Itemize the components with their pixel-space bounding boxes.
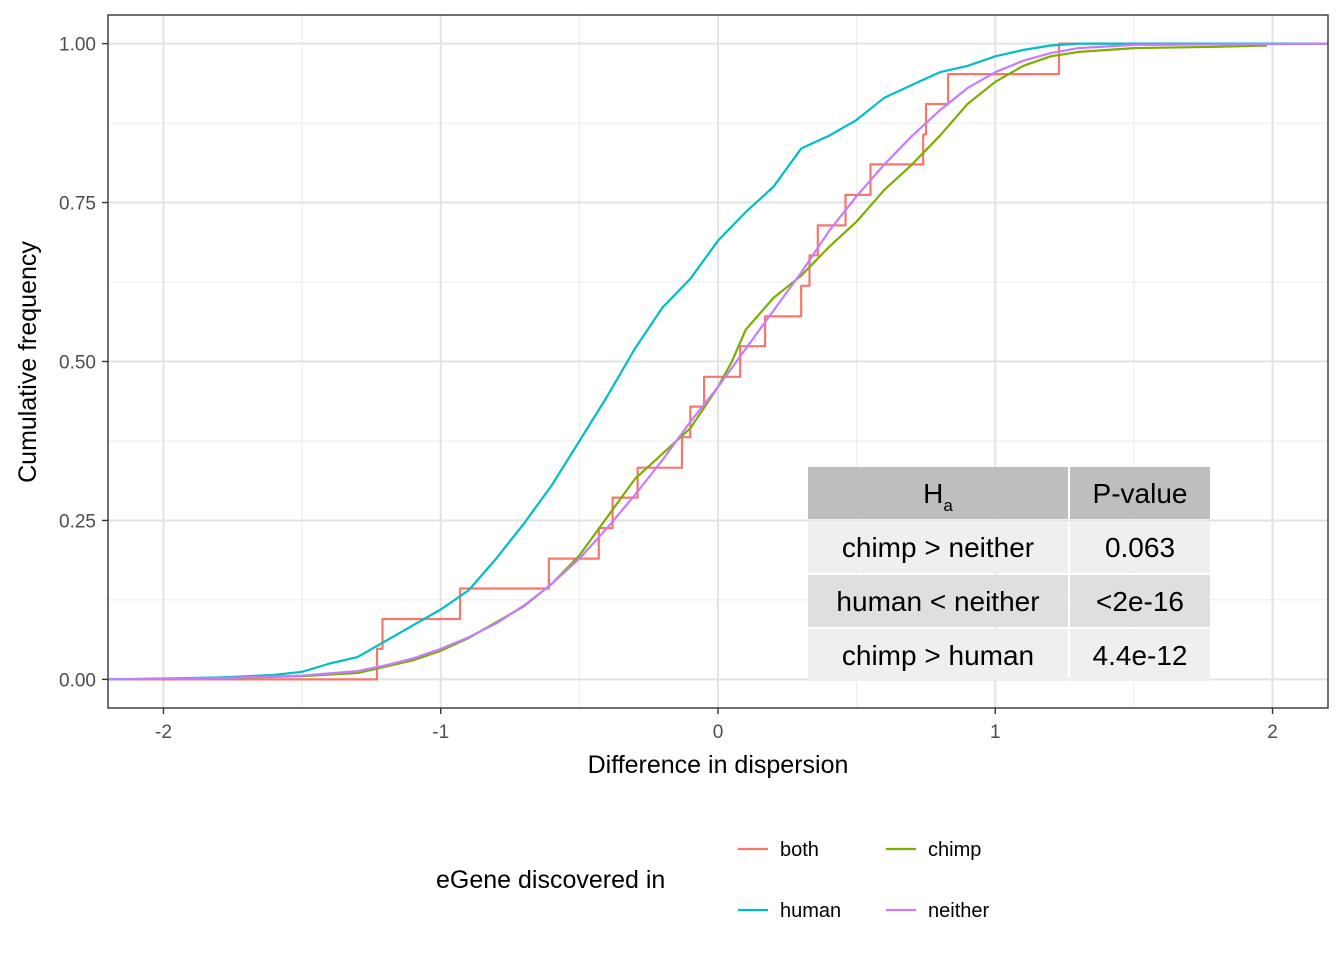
x-tick-label: -2: [155, 722, 172, 743]
legend-label-both: both: [780, 839, 819, 861]
y-tick-label: 0.50: [59, 353, 96, 374]
x-axis-title: Difference in dispersion: [588, 751, 849, 779]
table-cell-bg: [1070, 521, 1210, 573]
table-pvalue: 0.063: [1105, 532, 1175, 563]
table-header-h: Ha: [923, 478, 953, 515]
y-tick-label: 0.25: [59, 511, 96, 532]
y-tick-label: 0.00: [59, 670, 96, 691]
legend-label-human: human: [780, 900, 841, 922]
series-line-neither: [107, 42, 1329, 681]
x-tick-label: -1: [432, 722, 449, 743]
series-line-human: [107, 42, 1328, 681]
legend: eGene discovered in both chimp human neithe…: [436, 839, 989, 922]
x-tick-label: 2: [1267, 722, 1278, 743]
table-cell-bg: [1070, 575, 1210, 627]
table-cell-bg: [808, 575, 1068, 627]
table-cell-bg: [808, 629, 1068, 681]
table-pvalue: 4.4e-12: [1093, 640, 1188, 671]
y-tick-label: 0.75: [59, 194, 96, 215]
y-axis: 0.00 0.25 0.50 0.75 1.00: [59, 35, 108, 691]
y-tick-label: 1.00: [59, 35, 96, 56]
table-hypothesis: chimp > neither: [842, 532, 1034, 563]
table-hypothesis: human < neither: [836, 586, 1039, 617]
series-line-both: [108, 42, 1328, 681]
table-cell-bg: [1070, 467, 1210, 519]
series-line-chimp: [107, 44, 1268, 681]
table-header-pvalue: P-value: [1093, 478, 1188, 509]
table-cell-bg: [1070, 629, 1210, 681]
x-axis: -2 -1 0 1 2: [155, 708, 1278, 743]
legend-label-chimp: chimp: [928, 839, 981, 861]
table-hypothesis: chimp > human: [842, 640, 1034, 671]
table-cell-bg: [808, 521, 1068, 573]
x-tick-label: 0: [713, 722, 724, 743]
y-axis-title: Cumulative frequency: [14, 241, 42, 483]
table-pvalue: <2e-16: [1096, 586, 1184, 617]
table-cell-bg: [808, 467, 1068, 519]
series-layer: [107, 42, 1329, 681]
legend-label-neither: neither: [928, 900, 989, 922]
legend-title: eGene discovered in: [436, 866, 665, 894]
p-value-table: Ha P-value chimp > neither 0.063 human < nei…: [808, 467, 1210, 681]
x-tick-label: 1: [990, 722, 1001, 743]
